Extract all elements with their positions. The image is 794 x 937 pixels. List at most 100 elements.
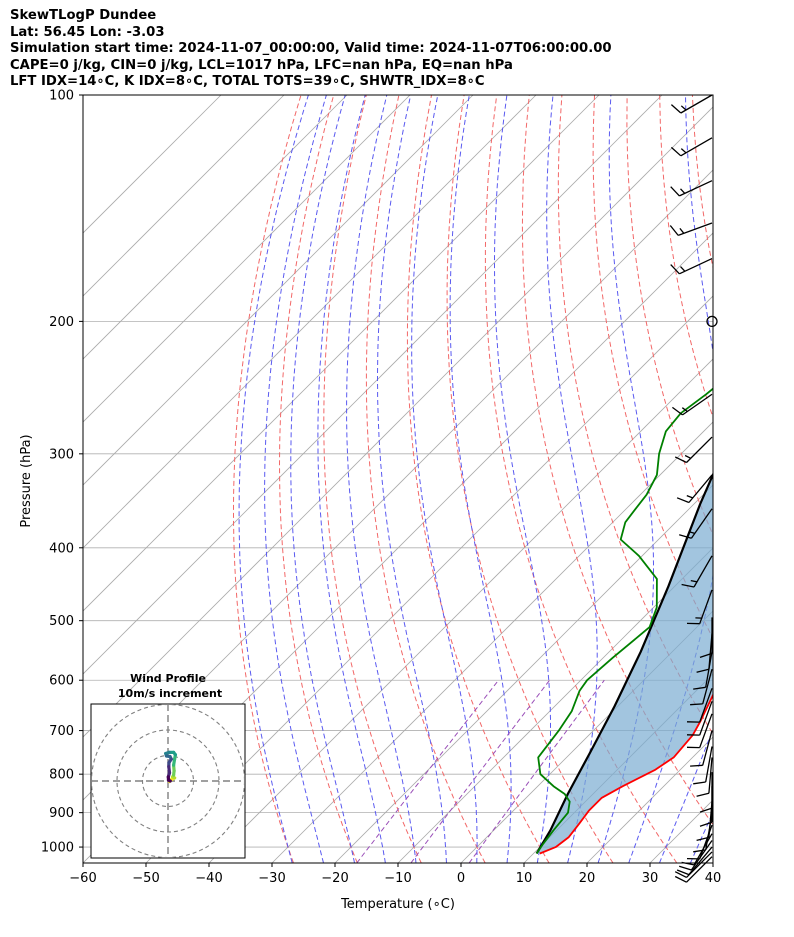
wind-barb-staff (686, 856, 713, 883)
y-tick-label: 900 (49, 806, 74, 821)
dry-adiabat (446, 95, 614, 863)
x-axis-label: Temperature (∘C) (340, 897, 455, 912)
hodograph-subtitle: 10m/s increment (118, 687, 222, 700)
moist-adiabat (377, 95, 447, 863)
dry-adiabat (365, 95, 486, 863)
x-tick-label: 10 (516, 871, 533, 886)
time-line: Simulation start time: 2024-11-07_00:00:… (10, 41, 612, 57)
wind-barb-staff (693, 555, 713, 588)
calm-wind-circle (706, 315, 718, 328)
wind-barb-flag (679, 534, 692, 539)
wind-barb-staff (699, 688, 713, 723)
wind-barb-flag (670, 104, 682, 114)
isotherm-line (83, 95, 663, 675)
wind-barb-flag (690, 703, 703, 706)
wind-barb-flag (699, 652, 713, 659)
dry-adiabat (659, 95, 713, 419)
wind-barb-flag (679, 865, 692, 871)
dry-adiabat (725, 95, 794, 863)
wind-barb-staff (708, 757, 713, 794)
wind-barb-staff (677, 222, 713, 237)
dry-adiabat (790, 95, 794, 863)
hodograph-title: Wind Profile (130, 672, 206, 685)
isotherm-line (83, 95, 600, 612)
y-tick-label: 100 (49, 89, 74, 104)
wind-barb-half-flag (684, 454, 692, 459)
wind-barb-flag (696, 668, 710, 673)
isotherm-line (397, 547, 713, 863)
stability-line: CAPE=0 j/kg, CIN=0 j/kg, LCL=1017 hPa, L… (10, 57, 513, 73)
x-tick-label: −50 (132, 871, 159, 886)
hodograph-trace-segment (166, 778, 172, 783)
wind-barb-flag (690, 764, 703, 767)
chart-header: SkewTLogP Dundee Lat: 56.45 Lon: -3.03 S… (10, 8, 790, 91)
wind-barb-flag (696, 792, 710, 797)
hodograph-inset: Wind Profile 10m/s increment (90, 672, 246, 859)
index-line: LFT IDX=14∘C, K IDX=8∘C, TOTAL TOTS=39∘C… (10, 74, 485, 90)
y-tick-label: 800 (49, 768, 74, 783)
x-tick-label: 0 (457, 871, 465, 886)
wind-barb-half-flag (680, 188, 686, 194)
y-tick-label: 200 (49, 315, 74, 330)
wind-barb-staff (702, 730, 713, 766)
wind-barb-half-flag (690, 579, 698, 583)
wind-barb-flag (670, 146, 682, 157)
chart-title: SkewTLogP Dundee (10, 8, 157, 23)
wind-barb-staff (679, 257, 713, 275)
x-axis-ticks: −60 −50 −40 −30 −20 −10 0 10 20 30 40 (69, 863, 721, 886)
isotherm-line (271, 421, 713, 863)
wind-barb-flag (676, 497, 690, 504)
mixing-ratio-line (468, 679, 605, 863)
isotherm-line (776, 95, 794, 863)
isotherm-line (83, 95, 285, 297)
wind-barb-flag (676, 869, 690, 876)
dewpoint-line (535, 387, 713, 855)
x-tick-label: 20 (579, 871, 596, 886)
isotherm-line (145, 295, 713, 863)
isotherm-line (460, 610, 713, 863)
wind-barb-staff (705, 746, 713, 783)
moist-adiabat (238, 95, 309, 863)
moist-adiabat (449, 95, 512, 863)
y-axis-ticks: 100 200 300 400 500 600 700 800 900 1000 (41, 89, 83, 856)
x-tick-label: −20 (321, 871, 348, 886)
wind-barb-flag (674, 456, 687, 464)
wind-barb-flag (693, 686, 706, 690)
moist-adiabat (659, 727, 713, 863)
cape-fill-area (536, 474, 713, 854)
wind-barb-staff (702, 668, 713, 705)
dry-adiabat (278, 95, 358, 863)
wind-barb-flag (699, 807, 713, 813)
wind-barb-flag (669, 225, 679, 236)
moist-adiabat (317, 95, 386, 863)
wind-barb-half-flag (686, 494, 693, 499)
y-tick-label: 300 (49, 447, 74, 462)
isotherm-line (83, 95, 348, 360)
wind-barb-half-flag (688, 530, 695, 535)
moist-adiabat (346, 95, 417, 863)
location-line: Lat: 56.45 Lon: -3.03 (10, 24, 165, 40)
background-lines (83, 95, 794, 863)
moist-adiabat (753, 95, 794, 863)
wind-barb-half-flag (680, 148, 687, 154)
moist-adiabat (494, 95, 551, 863)
wind-barb-flag (681, 583, 695, 588)
wind-barb-flag (674, 871, 687, 878)
isotherm-line (83, 106, 713, 738)
dry-adiabat (592, 95, 713, 640)
wind-barb-half-flag (679, 227, 685, 234)
wind-barb-half-flag (680, 105, 687, 111)
isotherm-line (334, 484, 713, 863)
y-tick-label: 400 (49, 541, 74, 556)
wind-barb-flag (693, 849, 706, 853)
isotherm-line (83, 95, 537, 549)
wind-barb-flag (670, 186, 680, 197)
wind-barb-flag (672, 406, 683, 416)
dry-adiabat (484, 95, 678, 863)
wind-barb-half-flag (680, 266, 686, 272)
wind-barb-flag (696, 836, 710, 842)
isotherm-line (83, 95, 411, 423)
y-tick-label: 700 (49, 724, 74, 739)
y-tick-label: 600 (49, 674, 74, 689)
